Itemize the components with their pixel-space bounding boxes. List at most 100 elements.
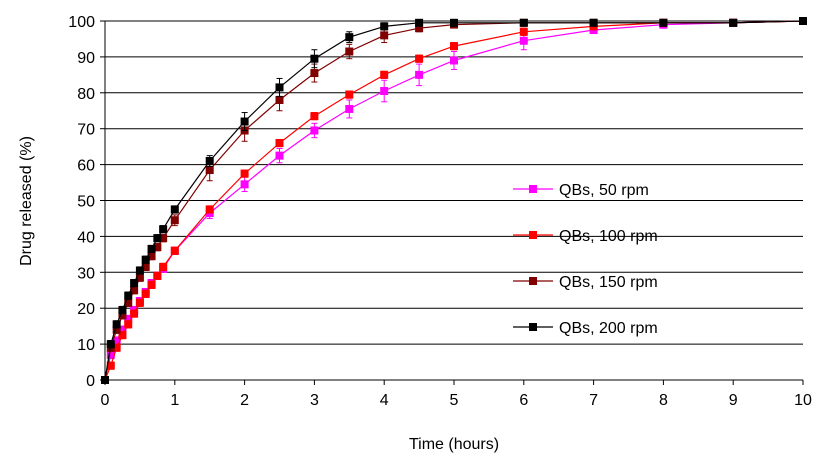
y-tick-label: 60 bbox=[77, 158, 95, 175]
data-point bbox=[310, 126, 319, 135]
data-point bbox=[159, 225, 168, 234]
data-point bbox=[205, 205, 214, 214]
data-point bbox=[124, 320, 133, 329]
data-point bbox=[159, 262, 168, 271]
data-point bbox=[147, 244, 156, 253]
data-point bbox=[275, 139, 284, 148]
data-point bbox=[310, 54, 319, 63]
data-point bbox=[799, 17, 807, 25]
y-tick-label: 70 bbox=[77, 122, 95, 139]
data-point bbox=[118, 331, 127, 340]
data-point bbox=[519, 27, 528, 36]
data-point bbox=[124, 314, 133, 323]
y-tick-label: 30 bbox=[77, 265, 95, 282]
data-point bbox=[118, 305, 127, 314]
data-point bbox=[380, 70, 389, 79]
data-point bbox=[106, 361, 115, 370]
data-point bbox=[112, 325, 121, 334]
data-point bbox=[589, 18, 598, 27]
data-point bbox=[112, 320, 121, 329]
data-point bbox=[106, 350, 115, 359]
data-point bbox=[130, 309, 139, 318]
x-tick-label: 0 bbox=[101, 392, 110, 409]
x-tick-label: 5 bbox=[450, 392, 459, 409]
data-point bbox=[141, 262, 150, 271]
data-point bbox=[275, 95, 284, 104]
data-point bbox=[135, 298, 144, 307]
x-axis-label: Time (hours) bbox=[409, 436, 499, 453]
x-tick-label: 10 bbox=[794, 392, 812, 409]
data-point bbox=[170, 205, 179, 214]
data-point bbox=[450, 42, 458, 51]
x-tick-label: 6 bbox=[519, 392, 528, 409]
data-point bbox=[519, 18, 528, 27]
data-point bbox=[310, 112, 319, 121]
legend-entry: QBs, 200 rpm bbox=[513, 320, 658, 337]
data-point bbox=[205, 157, 214, 166]
x-tick-label: 4 bbox=[380, 392, 389, 409]
x-tick-label: 9 bbox=[729, 392, 738, 409]
data-point bbox=[415, 54, 424, 63]
plot-area bbox=[101, 17, 807, 384]
data-point bbox=[141, 255, 150, 264]
y-tick-label: 40 bbox=[77, 229, 95, 246]
data-point bbox=[380, 87, 389, 96]
x-tick-label: 7 bbox=[589, 392, 598, 409]
legend-entry: QBs, 100 rpm bbox=[513, 228, 658, 245]
data-point bbox=[450, 56, 458, 65]
legend-marker bbox=[529, 277, 537, 285]
data-point bbox=[345, 104, 354, 113]
series-4 bbox=[101, 17, 807, 384]
legend-label: QBs, 50 rpm bbox=[559, 182, 649, 199]
data-point bbox=[124, 298, 133, 307]
data-point bbox=[345, 33, 354, 42]
data-point bbox=[118, 311, 127, 320]
data-point bbox=[240, 117, 249, 126]
y-tick-labels: 0 10 20 30 40 50 60 70 80 90 100 bbox=[68, 14, 95, 390]
data-point bbox=[130, 279, 139, 288]
data-point bbox=[130, 286, 139, 295]
data-point bbox=[112, 343, 121, 352]
legend-label: QBs, 200 rpm bbox=[559, 320, 658, 337]
data-point bbox=[153, 271, 162, 280]
legend-label: QBs, 150 rpm bbox=[559, 274, 658, 291]
data-point bbox=[170, 246, 179, 255]
data-point bbox=[380, 31, 389, 40]
data-point bbox=[170, 216, 179, 225]
x-tick-label: 8 bbox=[659, 392, 668, 409]
data-point bbox=[345, 90, 354, 99]
data-point bbox=[659, 18, 668, 27]
legend-entry: QBs, 150 rpm bbox=[513, 274, 658, 291]
data-point bbox=[450, 18, 458, 27]
data-point bbox=[310, 69, 319, 78]
data-point bbox=[275, 151, 284, 160]
data-point bbox=[415, 70, 424, 79]
y-tick-label: 90 bbox=[77, 50, 95, 67]
legend-marker bbox=[529, 185, 537, 193]
data-point bbox=[106, 340, 115, 349]
data-point bbox=[101, 376, 109, 384]
data-point bbox=[124, 291, 133, 300]
y-tick-label: 80 bbox=[77, 86, 95, 103]
legend-marker bbox=[529, 231, 537, 239]
data-point bbox=[275, 83, 284, 92]
x-tick-label: 2 bbox=[240, 392, 249, 409]
y-tick-label: 50 bbox=[77, 194, 95, 211]
data-point bbox=[147, 280, 156, 289]
data-point bbox=[205, 165, 214, 174]
data-point bbox=[345, 47, 354, 56]
data-point bbox=[135, 273, 144, 282]
axes bbox=[100, 20, 804, 385]
legend-label: QBs, 100 rpm bbox=[559, 228, 658, 245]
data-point bbox=[415, 24, 424, 33]
data-point bbox=[153, 234, 162, 243]
data-point bbox=[240, 169, 249, 178]
data-point bbox=[380, 22, 389, 31]
legend: QBs, 50 rpm QBs, 100 rpm QBs, 150 rpm QBs, … bbox=[513, 182, 658, 337]
x-tick-label: 3 bbox=[310, 392, 319, 409]
data-point bbox=[240, 180, 249, 189]
data-point bbox=[141, 289, 150, 298]
legend-entry: QBs, 50 rpm bbox=[513, 182, 649, 199]
y-tick-label: 100 bbox=[68, 14, 95, 31]
